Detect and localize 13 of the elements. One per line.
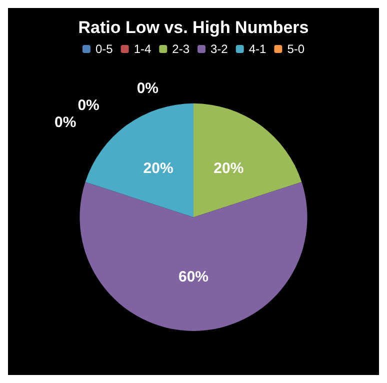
chart-title: Ratio Low vs. High Numbers [78, 18, 309, 37]
legend-label: 0-5 [95, 42, 114, 56]
text: 0% [136, 80, 158, 97]
text: 0% [54, 114, 76, 131]
text: 0% [78, 96, 100, 114]
data-label: 60% [178, 268, 209, 286]
legend-label: 2-3 [172, 42, 190, 56]
data-label: 20% [143, 160, 174, 178]
legend-label: 4-1 [248, 42, 267, 56]
legend-label: 5-0 [287, 42, 305, 56]
legend-label: 3-2 [210, 42, 228, 56]
data-label: 20% [214, 160, 244, 178]
legend-label: 1-4 [134, 42, 152, 56]
